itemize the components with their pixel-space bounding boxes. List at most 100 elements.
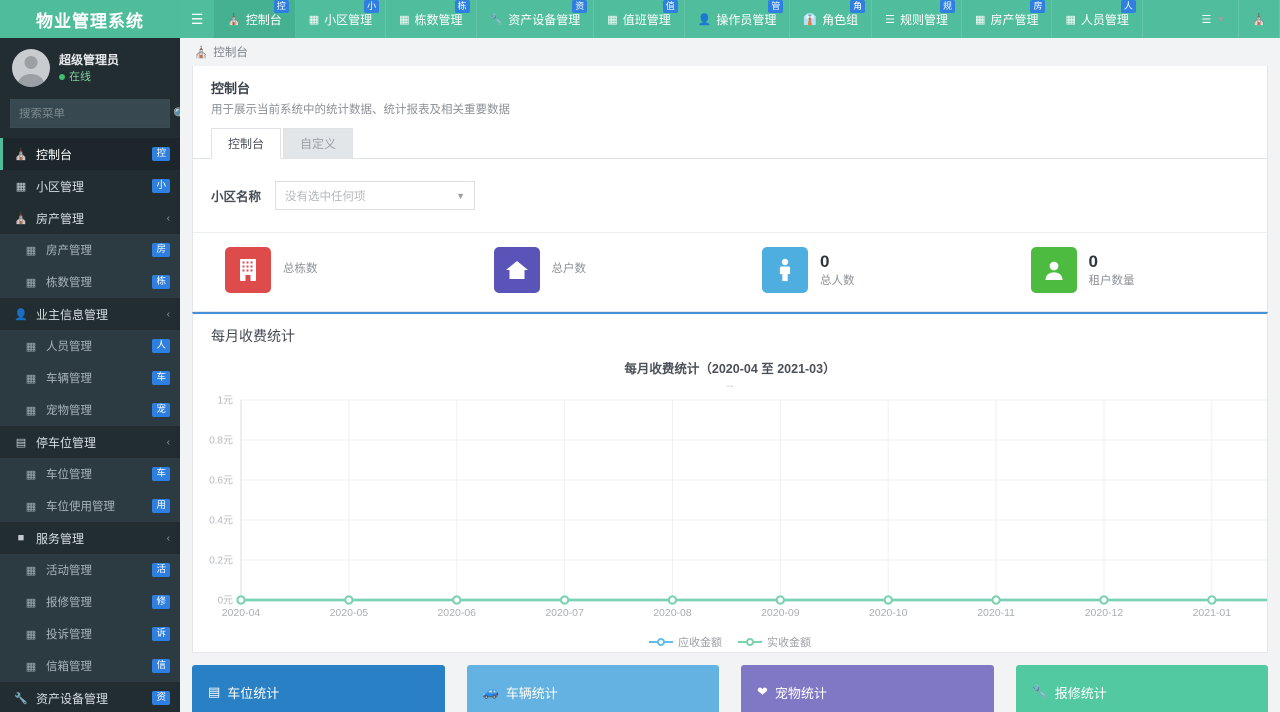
- top-nav-item-dashboard[interactable]: ⛪ 控制台 控: [214, 0, 296, 38]
- svg-text:2020-07: 2020-07: [545, 607, 584, 619]
- sidebar-item-badge: 人: [152, 339, 170, 353]
- legend-item-receivable[interactable]: 应收金额: [649, 634, 722, 650]
- user-solid-icon: [1030, 247, 1077, 293]
- stat-value: 0: [820, 251, 830, 271]
- chevron-left-icon: ‹: [166, 532, 170, 544]
- wrench-icon: 🔧: [489, 13, 504, 26]
- sidebar-item-label: 房产管理: [36, 211, 85, 226]
- sidebar-item-personnel[interactable]: ▦ 人员管理 人: [0, 330, 180, 362]
- top-nav-label: 操作员管理: [716, 12, 777, 27]
- svg-text:2020-12: 2020-12: [1085, 607, 1124, 619]
- hamburger-icon[interactable]: ☰: [190, 10, 204, 27]
- sidebar-item-community[interactable]: ▦ 小区管理 小: [0, 170, 180, 202]
- stat-label: 总户数: [551, 263, 587, 276]
- stat-value: 0: [1088, 251, 1098, 271]
- community-select[interactable]: 没有选中任何项 ▼: [275, 181, 476, 210]
- top-nav-label: 值班管理: [622, 12, 671, 27]
- sidebar-search[interactable]: 🔍: [10, 99, 180, 128]
- sidebar-item-label: 业主信息管理: [36, 307, 109, 322]
- bottom-card-label: 车位统计: [227, 685, 280, 701]
- top-nav-item-building-count[interactable]: ▦ 栋数管理 栋: [386, 0, 477, 38]
- bottom-card-vehicle-stats[interactable]: 🚙 车辆统计: [466, 665, 719, 712]
- top-nav-badge: 角: [850, 0, 866, 13]
- search-icon[interactable]: 🔍: [173, 107, 180, 121]
- top-nav-item-operator[interactable]: 👤 操作员管理 管: [685, 0, 791, 38]
- sidebar-item-asset-equipment[interactable]: 🔧 资产设备管理 资: [0, 682, 180, 712]
- sidebar-item-label: 车位使用管理: [46, 501, 115, 513]
- sidebar-group-property[interactable]: ⛪ 房产管理 ‹: [0, 202, 180, 234]
- top-nav-badge: 管: [768, 0, 784, 13]
- tab-custom[interactable]: 自定义: [283, 128, 354, 159]
- sidebar-item-label: 投诉管理: [46, 629, 92, 641]
- page-title: 控制台: [211, 81, 251, 96]
- top-nav-label: 小区管理: [324, 12, 373, 27]
- search-input[interactable]: [19, 107, 173, 120]
- top-nav-item-property[interactable]: ▦ 房产管理 房: [962, 0, 1053, 38]
- sidebar-item-dashboard[interactable]: ⛪ 控制台 控: [0, 138, 180, 170]
- top-nav-item-role-group[interactable]: 👔 角色组 角: [790, 0, 873, 38]
- sidebar-profile[interactable]: 超级管理员 在线: [0, 38, 180, 97]
- chart-legend: 应收金额 实收金额: [193, 634, 1267, 650]
- sidebar-item-repair[interactable]: ▦ 报修管理 修: [0, 586, 180, 618]
- sidebar-group-service[interactable]: ■ 服务管理 ‹: [0, 522, 180, 554]
- list-icon: ▦: [25, 404, 37, 417]
- sidebar-item-complaint[interactable]: ▦ 投诉管理 诉: [0, 618, 180, 650]
- list-icon: ▦: [1065, 13, 1076, 26]
- list-icon: ▦: [25, 468, 37, 481]
- stat-card-total-buildings[interactable]: 总栋数: [193, 247, 462, 293]
- sidebar-item-badge: 修: [152, 595, 170, 609]
- home-icon: ⛪: [1252, 13, 1266, 26]
- bottom-card-parking-stats[interactable]: ▤ 车位统计: [192, 665, 445, 712]
- sidebar-item-parking-space[interactable]: ▦ 车位管理 车: [0, 458, 180, 490]
- top-nav-badge: 小: [364, 0, 380, 13]
- sidebar-item-badge: 活: [152, 563, 170, 577]
- svg-text:0元: 0元: [217, 596, 233, 607]
- sidebar-group-parking[interactable]: ▤ 停车位管理 ‹: [0, 426, 180, 458]
- breadcrumb: ⛪ 控制台: [180, 38, 1280, 66]
- top-header: 物业管理系统 ☰ ⛪ 控制台 控 ▦ 小区管理 小 ▦ 栋数管理 栋 🔧 资产设…: [0, 0, 1280, 38]
- sidebar-item-building-count[interactable]: ▦ 栋数管理 栋: [0, 266, 180, 298]
- top-nav-item-duty[interactable]: ▦ 值班管理 值: [594, 0, 685, 38]
- filter-row: 小区名称 没有选中任何项 ▼: [193, 159, 1267, 232]
- sidebar-item-property-mgmt[interactable]: ▦ 房产管理 房: [0, 234, 180, 266]
- top-nav-badge: 控: [273, 0, 289, 13]
- top-nav-badge: 规: [940, 0, 956, 13]
- sidebar-item-pet[interactable]: ▦ 宠物管理 宠: [0, 394, 180, 426]
- top-nav-item-asset-equipment[interactable]: 🔧 资产设备管理 资: [477, 0, 595, 38]
- bottom-card-pet-stats[interactable]: ❤ 宠物统计: [741, 665, 994, 712]
- top-nav-home-button[interactable]: ⛪: [1239, 0, 1280, 38]
- top-nav-more-menu[interactable]: ☰ ▼: [1189, 0, 1240, 38]
- sidebar-item-vehicle[interactable]: ▦ 车辆管理 车: [0, 362, 180, 394]
- sidebar-item-mailbox[interactable]: ▦ 信箱管理 信: [0, 650, 180, 682]
- sidebar: 超级管理员 在线 🔍 ⛪ 控制台 控 ▦ 小区管理 小 ⛪ 房产管理 ‹: [0, 38, 180, 712]
- top-nav-item-community[interactable]: ▦ 小区管理 小: [296, 0, 387, 38]
- sidebar-group-owner-info[interactable]: 👤 业主信息管理 ‹: [0, 298, 180, 330]
- top-nav-item-rule[interactable]: ☰ 规则管理 规: [872, 0, 963, 38]
- bottom-card-label: 车辆统计: [505, 685, 558, 701]
- svg-text:2020-10: 2020-10: [869, 607, 908, 619]
- legend-label: 应收金额: [678, 637, 722, 649]
- shirt-icon: 👔: [803, 13, 818, 26]
- tab-dashboard[interactable]: 控制台: [211, 128, 282, 159]
- bottom-card-repair-stats[interactable]: 🔧 报修统计: [1015, 665, 1268, 712]
- sidebar-item-parking-usage[interactable]: ▦ 车位使用管理 用: [0, 490, 180, 522]
- stat-card-total-people[interactable]: 0 总人数: [730, 247, 999, 293]
- sidebar-item-label: 资产设备管理: [36, 691, 109, 706]
- top-nav-item-personnel[interactable]: ▦ 人员管理 人: [1052, 0, 1143, 38]
- stat-card-total-households[interactable]: 总户数: [462, 247, 731, 293]
- sidebar-item-badge: 车: [152, 371, 170, 385]
- dashboard-icon: ⛪: [14, 148, 28, 161]
- chevron-left-icon: ‹: [166, 308, 170, 320]
- calendar-icon: ▦: [607, 13, 618, 26]
- sidebar-item-activity[interactable]: ▦ 活动管理 活: [0, 554, 180, 586]
- stat-cards: 总栋数 总户数: [193, 233, 1267, 311]
- top-nav-label: 栋数管理: [414, 12, 463, 27]
- legend-label: 实收金额: [767, 637, 811, 649]
- stat-card-tenant-count[interactable]: 0 租户数量: [999, 247, 1268, 293]
- legend-item-received[interactable]: 实收金额: [738, 634, 811, 650]
- sidebar-item-label: 人员管理: [46, 341, 92, 353]
- top-nav-label: 控制台: [245, 12, 282, 27]
- bottom-card-label: 宠物统计: [774, 685, 827, 701]
- top-nav-right: ☰ ▼ ⛪: [1189, 0, 1280, 38]
